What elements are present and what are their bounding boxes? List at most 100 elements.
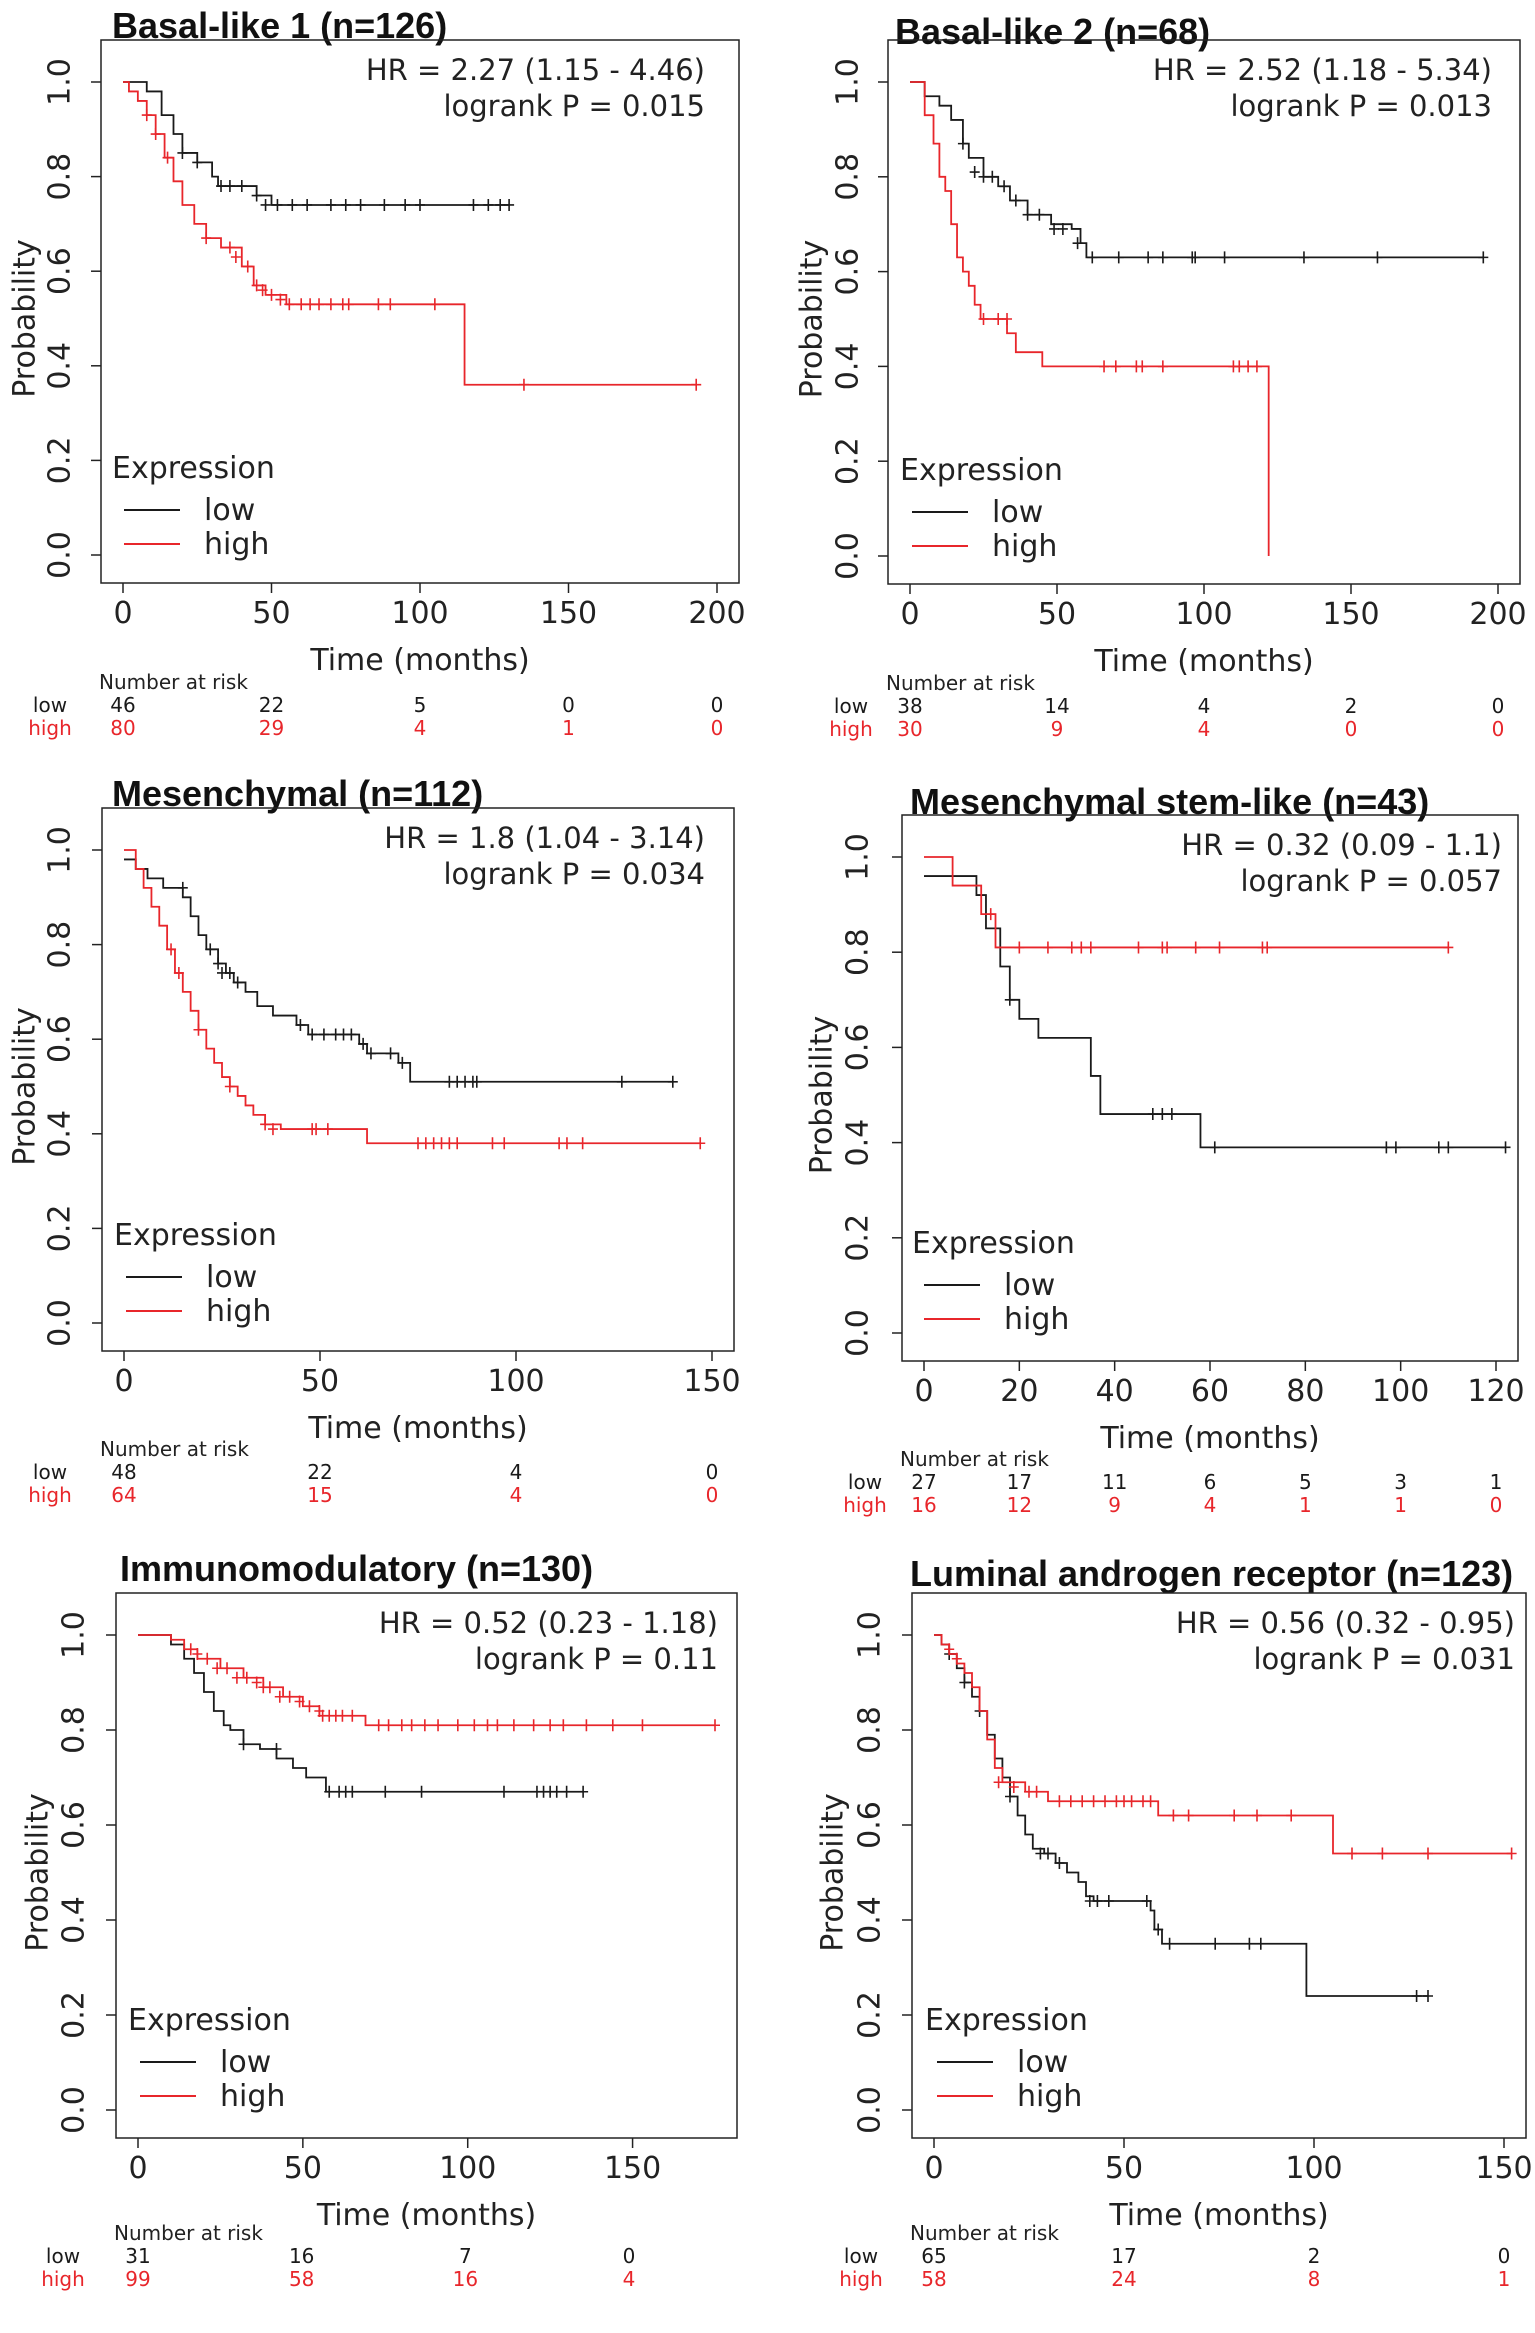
x-tick-label: 0 xyxy=(113,596,132,631)
x-tick-label: 20 xyxy=(1000,1374,1038,1409)
censor-mark-high xyxy=(396,1719,407,1732)
censor-mark-low xyxy=(1147,1108,1158,1121)
censor-mark-high xyxy=(224,241,235,254)
censor-mark-low xyxy=(177,146,188,159)
censor-mark-low xyxy=(495,198,506,211)
risk-table-header: Number at risk xyxy=(900,1447,1049,1471)
y-tick-label: 0.4 xyxy=(57,1896,92,1944)
censor-mark-high xyxy=(162,151,173,164)
censor-mark-low xyxy=(959,1676,970,1689)
censor-mark-high xyxy=(373,1719,384,1732)
censor-mark-low xyxy=(397,1056,408,1069)
censor-mark-high xyxy=(325,298,336,311)
hazard-ratio: HR = 2.52 (1.18 - 5.34) xyxy=(1153,53,1492,87)
risk-value-low: 2 xyxy=(1308,2244,1321,2268)
censor-mark-high xyxy=(1145,1795,1156,1808)
legend-low-label: low xyxy=(1004,1268,1055,1303)
risk-value-high: 64 xyxy=(111,1483,136,1507)
censor-mark-high xyxy=(993,313,1004,325)
risk-row-label-high: high xyxy=(28,716,72,740)
y-tick-label: 0.4 xyxy=(43,342,78,390)
risk-row-label-low: low xyxy=(834,694,868,718)
censor-mark-low xyxy=(1255,1937,1266,1950)
risk-row-label-high: high xyxy=(41,2267,85,2291)
risk-value-low: 0 xyxy=(706,1460,719,1484)
risk-value-high: 0 xyxy=(706,1483,719,1507)
censor-mark-low xyxy=(295,1019,306,1032)
censor-mark-high xyxy=(508,1719,519,1732)
y-tick-label: 0.6 xyxy=(831,248,866,296)
legend-title: Expression xyxy=(128,2003,291,2038)
censor-mark-high xyxy=(1042,941,1053,954)
censor-mark-high xyxy=(1214,941,1225,954)
risk-table-header: Number at risk xyxy=(99,670,248,694)
censor-mark-low xyxy=(1153,1923,1164,1936)
risk-value-low: 0 xyxy=(1498,2244,1511,2268)
censor-mark-high xyxy=(1243,360,1254,373)
risk-value-low: 6 xyxy=(1204,1470,1217,1494)
censor-mark-high xyxy=(429,298,440,311)
y-tick-label: 0.8 xyxy=(57,1706,92,1754)
censor-mark-high xyxy=(487,1137,498,1150)
censor-mark-low xyxy=(216,180,227,193)
censor-mark-low xyxy=(302,198,313,211)
km-panel-6: Luminal androgen receptor (n=123) 0.0 0.2 0… xyxy=(816,1553,1533,2291)
censor-mark-high xyxy=(296,298,307,311)
censor-mark-low xyxy=(416,1785,427,1798)
risk-value-low: 0 xyxy=(562,693,575,717)
censor-mark-low xyxy=(1043,1847,1053,1860)
y-tick-label: 0.2 xyxy=(57,1991,92,2039)
y-tick-label: 0.2 xyxy=(853,1991,888,2039)
censor-mark-high xyxy=(499,1137,510,1150)
x-tick-label: 0 xyxy=(128,2151,147,2186)
panel-title: Luminal androgen receptor (n=123) xyxy=(910,1553,1513,1594)
censor-mark-high xyxy=(305,298,316,311)
y-tick-label: 1.0 xyxy=(841,833,876,881)
risk-value-high: 9 xyxy=(1108,1493,1121,1517)
censor-mark-low xyxy=(483,198,494,211)
survival-curve-high xyxy=(123,81,697,386)
logrank-p: logrank P = 0.11 xyxy=(475,1642,718,1676)
censor-mark-high xyxy=(1162,941,1173,954)
censor-mark-high xyxy=(1443,941,1454,954)
censor-mark-low xyxy=(1113,251,1124,264)
x-axis-label: Time (months) xyxy=(307,1411,527,1446)
censor-mark-low xyxy=(1478,251,1489,264)
censor-mark-low xyxy=(365,1047,376,1060)
censor-mark-low xyxy=(1010,194,1021,207)
censor-mark-high xyxy=(1137,360,1148,373)
censor-mark-high xyxy=(1008,1781,1019,1793)
panel-title: Mesenchymal stem-like (n=43) xyxy=(910,781,1429,822)
risk-value-low: 5 xyxy=(1299,1470,1312,1494)
logrank-p: logrank P = 0.057 xyxy=(1240,864,1502,898)
hazard-ratio: HR = 0.56 (0.32 - 0.95) xyxy=(1176,1606,1515,1640)
x-tick-label: 50 xyxy=(1038,597,1076,632)
risk-value-high: 58 xyxy=(289,2267,314,2291)
risk-value-low: 27 xyxy=(911,1470,936,1494)
censor-mark-high xyxy=(304,1700,315,1713)
y-axis-label: Probability xyxy=(805,1016,840,1175)
legend-high-label: high xyxy=(220,2079,285,2114)
censor-mark-high xyxy=(185,1643,196,1656)
x-tick-label: 200 xyxy=(1469,597,1526,632)
km-panel-1: Basal-like 1 (n=126) 0.0 0.2 0.4 0.6 0.8 1.0 Pr… xyxy=(8,5,746,740)
censor-mark-low xyxy=(355,198,366,211)
risk-value-high: 1 xyxy=(1299,1493,1312,1517)
survival-curve-low xyxy=(924,875,1506,1149)
censor-mark-low xyxy=(468,198,479,211)
censor-mark-high xyxy=(1157,360,1168,373)
censor-mark-high xyxy=(577,1137,588,1150)
risk-row-label-low: low xyxy=(848,1470,882,1494)
risk-value-low: 22 xyxy=(259,693,284,717)
censor-mark-low xyxy=(1034,208,1045,221)
censor-mark-low xyxy=(616,1075,627,1088)
censor-mark-high xyxy=(1347,1847,1357,1860)
censor-mark-low xyxy=(1005,1790,1015,1803)
y-tick-label: 0.2 xyxy=(43,1205,78,1253)
censor-mark-high xyxy=(1002,313,1013,325)
censor-mark-low xyxy=(307,1028,318,1041)
censor-mark-low xyxy=(1092,1895,1103,1907)
risk-value-low: 0 xyxy=(1492,694,1505,718)
censor-mark-low xyxy=(1219,251,1230,264)
censor-mark-low xyxy=(551,1785,562,1798)
